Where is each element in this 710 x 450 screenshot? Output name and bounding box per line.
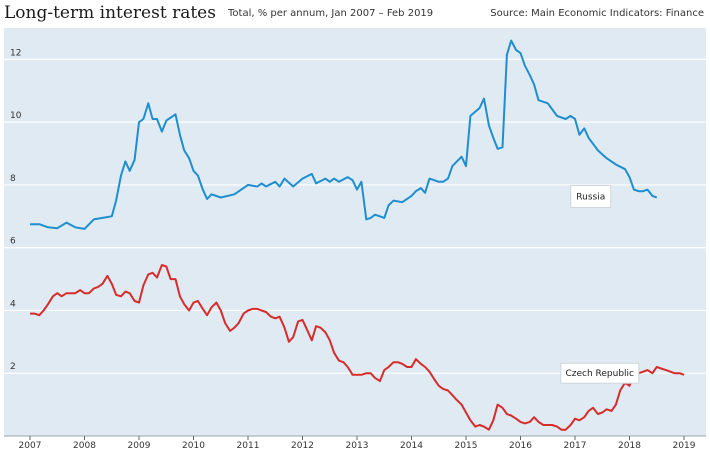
y-tick-label: 6 [10, 237, 16, 247]
callout-label-czech-republic: Czech Republic [565, 369, 634, 379]
x-tick-label: 2007 [19, 441, 42, 450]
series-line-russia [30, 39, 658, 230]
chart-subtitle: Total, % per annum, Jan 2007 – Feb 2019 [228, 8, 434, 19]
chart-header: Long-term interest rates Total, % per an… [0, 0, 710, 26]
y-tick-label: 12 [10, 48, 21, 58]
x-tick-label: 2018 [618, 441, 641, 450]
x-tick-label: 2016 [509, 441, 532, 450]
y-tick-label: 8 [10, 174, 16, 184]
x-tick-label: 2009 [128, 441, 151, 450]
x-tick-label: 2017 [564, 441, 587, 450]
y-tick-label: 2 [10, 362, 16, 372]
x-tick-label: 2008 [73, 441, 96, 450]
callout-label-russia: Russia [576, 192, 605, 202]
x-tick-label: 2013 [346, 441, 369, 450]
x-tick-label: 2015 [455, 441, 478, 450]
series-line-czech-republic [30, 264, 685, 431]
x-tick-label: 2011 [237, 441, 260, 450]
x-tick-label: 2019 [673, 441, 696, 450]
callout-box-czech-republic [560, 362, 640, 384]
x-tick-label: 2010 [182, 441, 205, 450]
x-tick-label: 2012 [291, 441, 314, 450]
chart-source: Source: Main Economic Indicators: Financ… [490, 8, 704, 19]
y-tick-label: 10 [10, 111, 22, 121]
y-tick-label: 4 [10, 299, 16, 309]
x-tick-label: 2014 [400, 441, 423, 450]
callout-box-russia [570, 184, 612, 208]
chart-title: Long-term interest rates [4, 3, 216, 23]
